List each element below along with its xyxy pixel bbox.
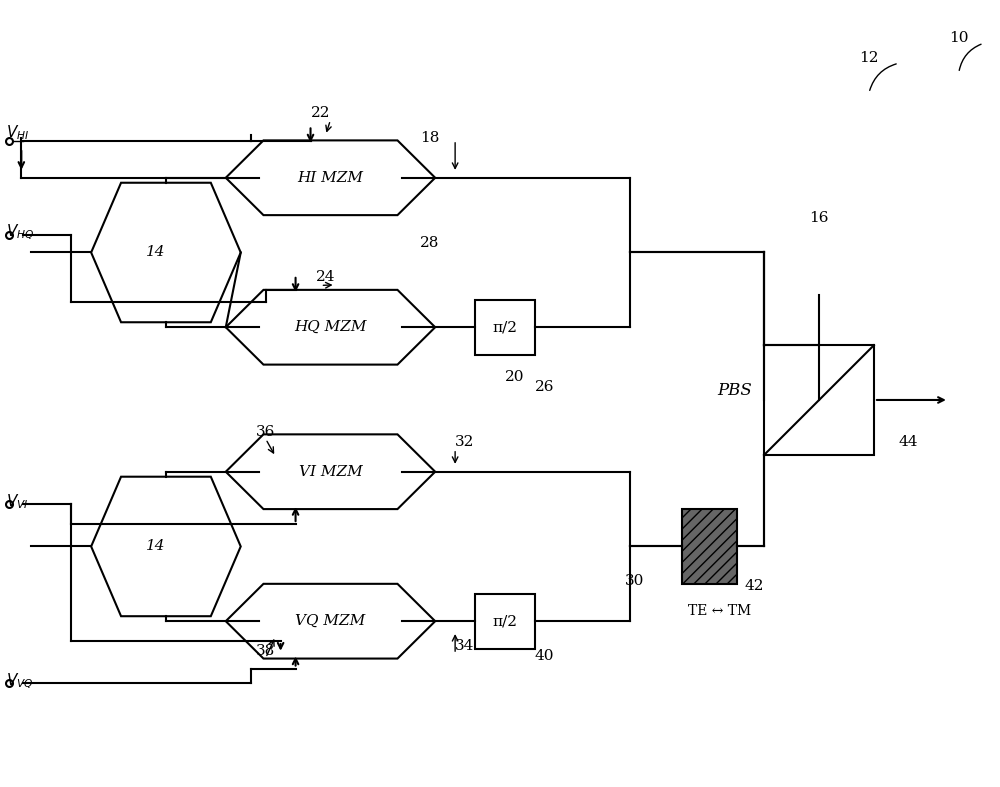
Text: 34: 34 bbox=[455, 639, 475, 653]
Bar bbox=[682, 509, 737, 584]
Text: 24: 24 bbox=[316, 271, 335, 284]
Text: π/2: π/2 bbox=[492, 614, 517, 628]
Text: 10: 10 bbox=[949, 31, 968, 46]
Text: 36: 36 bbox=[256, 425, 275, 439]
Text: 12: 12 bbox=[859, 51, 879, 65]
Text: $V_{VI}$: $V_{VI}$ bbox=[6, 492, 29, 511]
Text: 14: 14 bbox=[146, 246, 166, 260]
Text: 16: 16 bbox=[809, 211, 829, 224]
Bar bbox=[475, 300, 535, 355]
Text: HQ MZM: HQ MZM bbox=[294, 320, 367, 334]
Text: 30: 30 bbox=[625, 575, 644, 589]
Polygon shape bbox=[91, 477, 241, 616]
Text: 28: 28 bbox=[420, 235, 440, 249]
Text: 42: 42 bbox=[744, 579, 764, 593]
Text: 18: 18 bbox=[420, 131, 440, 145]
Text: 22: 22 bbox=[311, 106, 330, 120]
Text: HI MZM: HI MZM bbox=[297, 171, 363, 185]
Polygon shape bbox=[226, 140, 435, 215]
Text: 26: 26 bbox=[535, 380, 554, 394]
Text: $V_{HI}$: $V_{HI}$ bbox=[6, 124, 30, 142]
Text: VI MZM: VI MZM bbox=[299, 464, 362, 478]
Polygon shape bbox=[226, 434, 435, 509]
Text: $V_{VQ}$: $V_{VQ}$ bbox=[6, 671, 34, 691]
Text: VQ MZM: VQ MZM bbox=[295, 614, 366, 628]
Text: 40: 40 bbox=[535, 649, 554, 663]
Bar bbox=[764, 345, 874, 455]
Text: 32: 32 bbox=[455, 435, 475, 449]
Text: $V_{HQ}$: $V_{HQ}$ bbox=[6, 223, 35, 242]
Polygon shape bbox=[91, 183, 241, 322]
Text: 44: 44 bbox=[899, 435, 918, 449]
Text: 38: 38 bbox=[256, 644, 275, 658]
Text: TE ↔ TM: TE ↔ TM bbox=[688, 604, 751, 619]
Bar bbox=[475, 593, 535, 648]
Polygon shape bbox=[226, 290, 435, 364]
Text: PBS: PBS bbox=[717, 382, 752, 398]
Text: π/2: π/2 bbox=[492, 320, 517, 334]
Polygon shape bbox=[226, 584, 435, 659]
Text: 20: 20 bbox=[505, 370, 524, 384]
Text: 14: 14 bbox=[146, 539, 166, 553]
